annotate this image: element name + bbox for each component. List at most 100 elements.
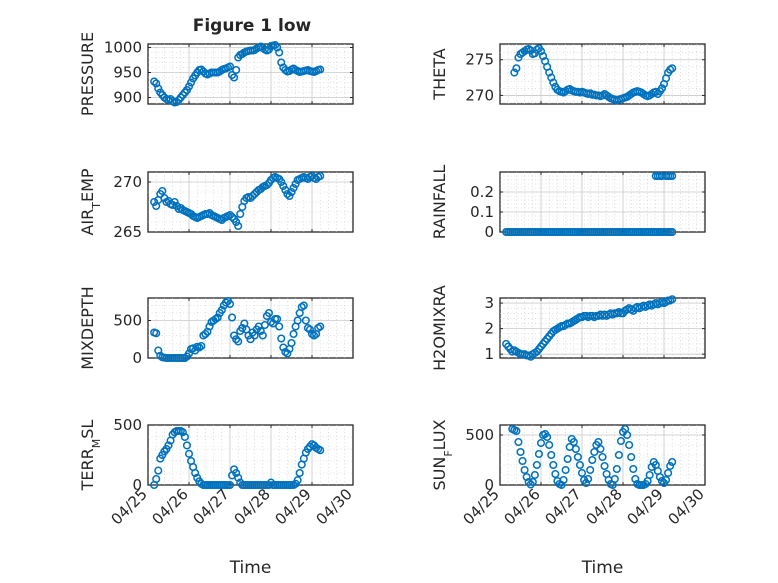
sun_flux-data-point xyxy=(590,447,599,457)
sun_flux-data-point xyxy=(577,468,587,478)
mixdepth-data-point xyxy=(316,322,325,331)
pressure-panel: 900 950 1000 PRESSURE xyxy=(78,32,354,116)
rainfall-y-tick-label: 0.1 xyxy=(470,203,494,221)
air_temp-data-point xyxy=(289,183,298,193)
sun_flux-data-point xyxy=(512,426,521,436)
mixdepth-data-point xyxy=(217,305,226,315)
air_temp-data-point xyxy=(150,197,159,207)
mixdepth-data-point xyxy=(289,329,298,339)
air_temp-y-tick-label: 270 xyxy=(113,173,142,191)
mixdepth-data-point xyxy=(213,313,222,322)
sun_flux-data-point xyxy=(625,440,634,450)
sun_flux-x-tick-label: 04/26 xyxy=(501,485,544,528)
sun_flux-data-point xyxy=(557,480,566,490)
sun_flux-data-point xyxy=(588,455,597,465)
terr_msl-y-axis-label: TERRMSL xyxy=(78,420,103,492)
sun_flux-y-tick-label: 500 xyxy=(465,426,494,444)
sun_flux-data-point xyxy=(551,469,560,479)
sun_flux-data-point xyxy=(561,465,570,475)
rainfall-y-tick-label: 0.2 xyxy=(470,183,494,201)
sun_flux-data-point xyxy=(668,457,677,467)
mixdepth-data-point xyxy=(299,301,308,310)
sun_flux-data-point xyxy=(623,430,632,440)
rainfall-data-point xyxy=(668,171,677,181)
sun_flux-data-point xyxy=(612,464,621,474)
air_temp-panel: 265 270 AIRTEMP xyxy=(78,168,354,241)
air_temp-data-point xyxy=(316,171,325,181)
sun_flux-data-point xyxy=(547,450,556,460)
sun_flux-data-point xyxy=(518,456,527,466)
pressure-data-point xyxy=(150,77,159,86)
terr_msl-data-point xyxy=(154,466,163,475)
terr_msl-y-tick-label: 0 xyxy=(132,476,142,494)
rainfall-panel: 0 0.1 0.2 RAINFALL xyxy=(430,165,706,241)
air_temp-data-point xyxy=(232,217,241,227)
sun_flux-x-tick-label: 04/30 xyxy=(665,485,708,528)
theta-panel: 270 275 THETA xyxy=(430,43,706,105)
theta-data-point xyxy=(536,47,546,56)
air_temp-data-point xyxy=(287,187,296,197)
sun_flux-y-tick-label: 0 xyxy=(484,476,494,494)
air_temp-data-point xyxy=(236,209,245,219)
air_temp-data-point xyxy=(246,193,255,203)
air_temp-data-point xyxy=(277,177,286,187)
terr_msl-data-point xyxy=(152,474,161,484)
mixdepth-y-axis-label: MIXDEPTH xyxy=(78,286,97,369)
terr_msl-data-point xyxy=(184,449,194,458)
sun_flux-data-point xyxy=(530,470,539,480)
terr_msl-data-point xyxy=(164,441,173,450)
sun_flux-data-point xyxy=(520,465,529,475)
theta-y-axis-label: THETA xyxy=(430,48,449,100)
mixdepth-data-point xyxy=(293,316,302,325)
sun_flux-y-axis-label: SUNFLUX xyxy=(430,419,455,490)
h2omixra-y-axis-label: H2OMIXRA xyxy=(430,285,449,371)
mixdepth-data-point xyxy=(256,326,265,336)
sun_flux-data-point xyxy=(528,477,537,487)
h2omixra-data-point xyxy=(668,295,677,304)
mixdepth-data-point xyxy=(201,329,210,339)
theta-data-point xyxy=(512,64,521,73)
theta-data-point xyxy=(510,68,519,77)
air_temp-data-point xyxy=(291,179,300,189)
rainfall-y-axis-label: RAINFALL xyxy=(430,165,449,240)
sun_flux-data-point xyxy=(616,436,626,446)
air_temp-data-point xyxy=(262,180,271,190)
sun_flux-data-point xyxy=(647,462,656,472)
mixdepth-data-point xyxy=(275,322,284,331)
mixdepth-data-point xyxy=(277,334,286,343)
terr_msl-data-point xyxy=(293,476,302,485)
air_temp-data-point xyxy=(170,197,179,207)
pressure-y-axis-label: PRESSURE xyxy=(78,32,97,116)
theta-data-point xyxy=(547,73,556,82)
terr_msl-x-tick-label: 04/27 xyxy=(190,485,233,528)
mixdepth-data-point xyxy=(287,338,296,348)
mixdepth-data-point xyxy=(234,337,243,346)
sun_flux-data-point xyxy=(657,476,667,486)
sun_flux-data-point xyxy=(629,464,638,474)
theta-data-point xyxy=(668,64,677,73)
pressure-data-point xyxy=(225,62,235,71)
sun_flux-data-point xyxy=(543,432,552,442)
mixdepth-data-point xyxy=(184,349,194,358)
terr_msl-y-tick-label: 500 xyxy=(113,416,142,434)
mixdepth-data-point xyxy=(205,322,214,331)
pressure-data-point xyxy=(316,65,325,74)
air_temp-data-point xyxy=(158,186,167,196)
sun_flux-data-point xyxy=(569,437,578,447)
terr_msl-data-point xyxy=(178,428,187,437)
pressure-data-point xyxy=(275,48,284,57)
sun_flux-x-tick-label: 04/28 xyxy=(583,485,626,528)
pressure-y-tick-label: 950 xyxy=(113,64,142,82)
terr_msl-data-point xyxy=(295,468,304,478)
pressure-data-point xyxy=(187,78,196,87)
sun_flux-data-point xyxy=(571,444,580,454)
sun_flux-data-point xyxy=(584,474,593,484)
sun_flux-data-point xyxy=(536,438,546,448)
pressure-y-tick-label: 900 xyxy=(113,89,142,107)
pressure-data-point xyxy=(184,82,194,91)
air_temp-data-point xyxy=(283,189,292,199)
mixdepth-data-point xyxy=(152,329,161,338)
terr_msl-x-tick-label: 04/30 xyxy=(313,485,356,528)
mixdepth-data-point xyxy=(283,349,292,358)
